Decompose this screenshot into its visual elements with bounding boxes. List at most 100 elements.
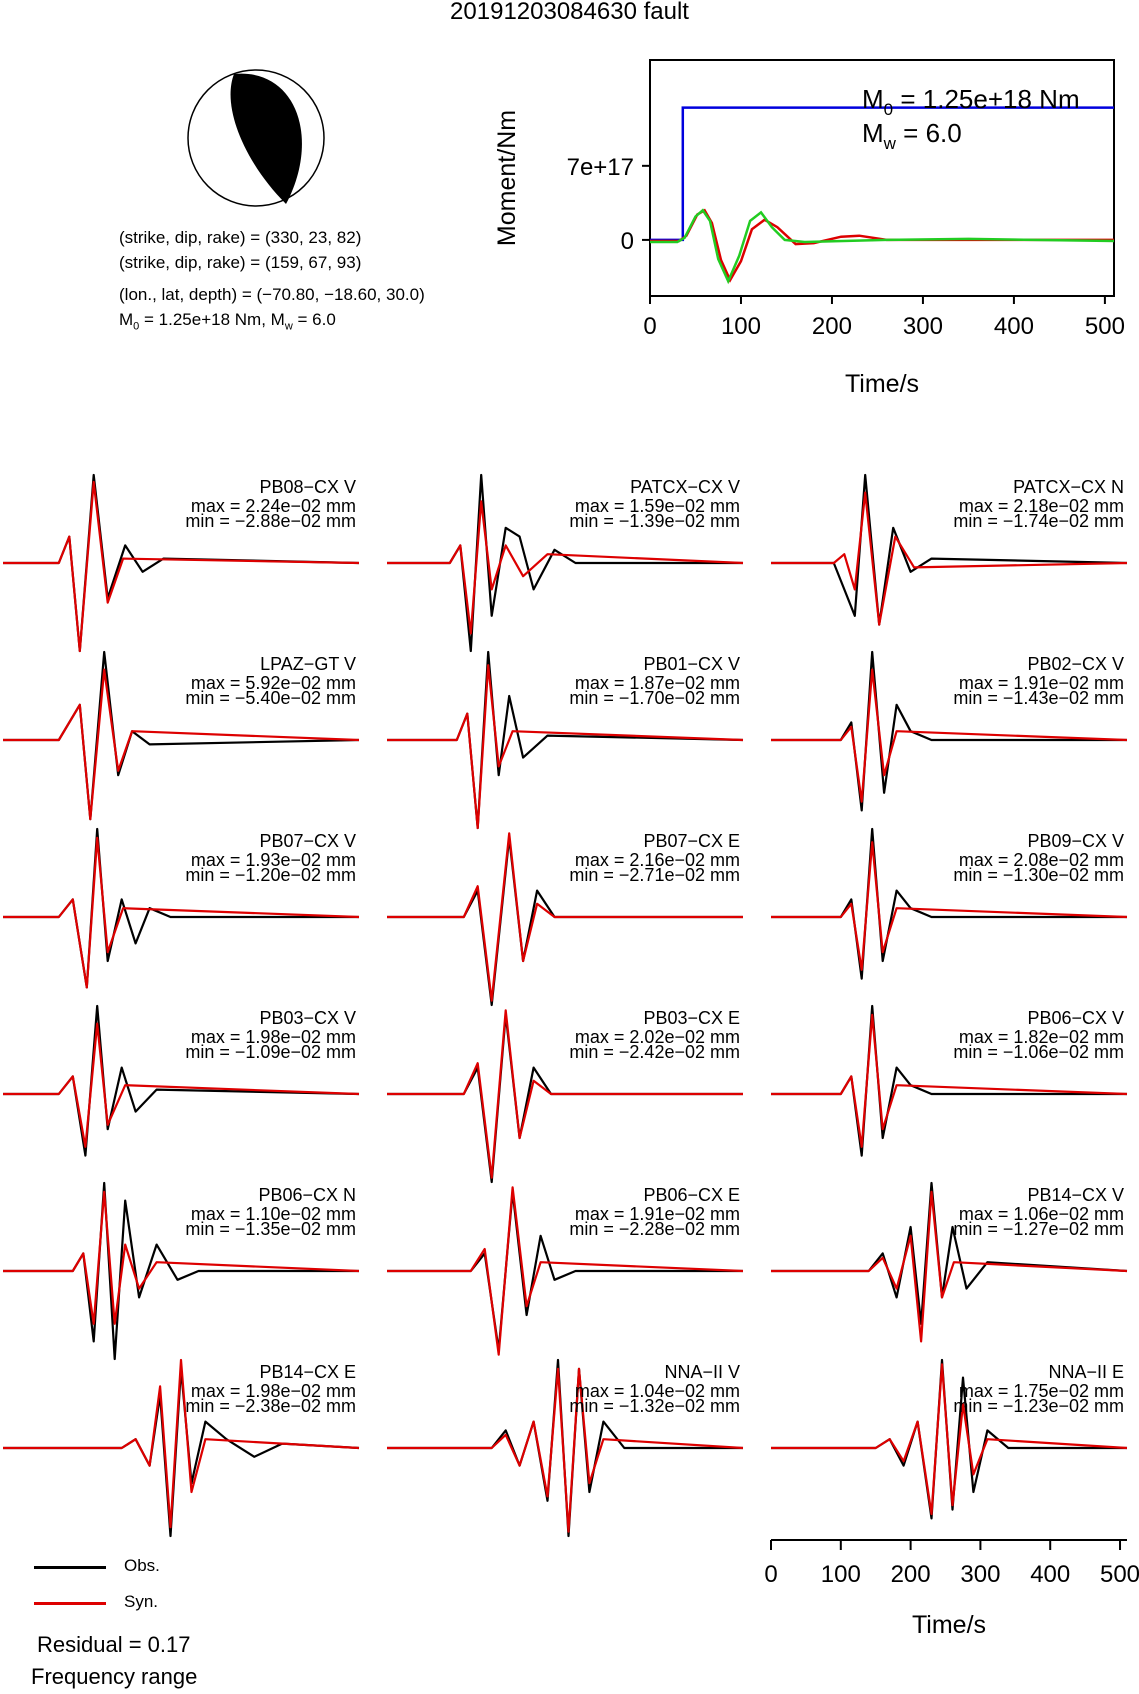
min-amplitude-label: min = −1.27e−02 mm [953, 1219, 1124, 1239]
min-amplitude-label: min = −1.43e−02 mm [953, 688, 1124, 708]
synthetic-trace [387, 1186, 744, 1356]
time-axis-title: Time/s [912, 1611, 986, 1639]
time-tick-label: 500 [1100, 1561, 1139, 1588]
min-amplitude-label: min = −1.30e−02 mm [953, 865, 1124, 885]
x-tick-label: 100 [721, 313, 761, 340]
x-tick-label: 400 [994, 313, 1034, 340]
x-axis-title: Time/s [845, 370, 919, 398]
nodal-plane-1: (strike, dip, rake) = (330, 23, 82) [119, 228, 362, 247]
station-label: NNA−II V [664, 1362, 740, 1382]
time-tick-label: 100 [821, 1561, 861, 1588]
compressional-quadrant [230, 73, 302, 205]
source-time-function-chart: 0 100 200 300 400 500 0 7e+17 Time/s Moment/Nm M0 … [493, 59, 1125, 398]
max-amplitude-label: max = 1.10e−02 mm [191, 1204, 356, 1224]
station-label: PB03−CX E [643, 1008, 740, 1028]
hypocenter-line: (lon., lat, depth) = (−70.80, −18.60, 30… [119, 285, 425, 304]
synthetic-trace [3, 1190, 360, 1325]
time-tick-label: 200 [891, 1561, 931, 1588]
min-amplitude-label: min = −1.09e−02 mm [185, 1042, 356, 1062]
min-amplitude-label: min = −1.70e−02 mm [569, 688, 740, 708]
legend-syn-label: Syn. [124, 1592, 159, 1611]
station-label: PB14−CX E [259, 1362, 356, 1382]
x-tick-label: 200 [812, 313, 852, 340]
station-label: PB07−CX E [643, 831, 740, 851]
max-amplitude-label: max = 1.87e−02 mm [575, 673, 740, 693]
min-amplitude-label: min = −2.28e−02 mm [569, 1219, 740, 1239]
max-amplitude-label: max = 1.98e−02 mm [191, 1381, 356, 1401]
annotation-m0: M0 = 1.25e+18 Nm [862, 84, 1080, 119]
max-amplitude-label: max = 2.16e−02 mm [575, 850, 740, 870]
page-title: 20191203084630 fault [450, 0, 689, 25]
max-amplitude-label: max = 2.08e−02 mm [959, 850, 1124, 870]
stf-series-line [650, 208, 1114, 283]
observed-trace [387, 1358, 743, 1538]
synthetic-trace [3, 1358, 360, 1529]
syn-line-swatch [34, 1602, 106, 1605]
station-label: PB09−CX V [1027, 831, 1124, 851]
synthetic-trace [3, 668, 360, 821]
synthetic-trace [771, 1190, 1128, 1343]
max-amplitude-label: max = 2.18e−02 mm [959, 496, 1124, 516]
max-amplitude-label: max = 1.06e−02 mm [959, 1204, 1124, 1224]
obs-line-swatch [34, 1566, 106, 1569]
x-tick-label: 0 [643, 313, 656, 340]
annotation-mw: Mw = 6.0 [862, 118, 962, 153]
synthetic-trace [771, 841, 1128, 971]
max-amplitude-label: max = 1.93e−02 mm [191, 850, 356, 870]
synthetic-trace [771, 491, 1128, 626]
synthetic-trace [771, 1013, 1128, 1148]
max-amplitude-label: max = 1.98e−02 mm [191, 1027, 356, 1047]
frequency-range-text: Frequency range [31, 1664, 198, 1689]
station-label: PB06−CX N [258, 1185, 356, 1205]
x-tick-label: 300 [903, 313, 943, 340]
station-label: NNA−II E [1048, 1362, 1124, 1382]
min-amplitude-label: min = −1.32e−02 mm [569, 1396, 740, 1416]
max-amplitude-label: max = 2.02e−02 mm [575, 1027, 740, 1047]
residual-text: Residual = 0.17 [37, 1632, 191, 1657]
synthetic-trace [387, 1009, 743, 1179]
max-amplitude-label: max = 1.75e−02 mm [959, 1381, 1124, 1401]
min-amplitude-label: min = −1.74e−02 mm [953, 511, 1124, 531]
min-amplitude-label: min = −1.20e−02 mm [185, 865, 356, 885]
station-label: PB01−CX V [643, 654, 740, 674]
min-amplitude-label: min = −1.39e−02 mm [569, 511, 740, 531]
time-tick-label: 0 [764, 1561, 777, 1588]
synthetic-trace [3, 836, 360, 989]
legend-obs-label: Obs. [124, 1556, 160, 1575]
synthetic-trace [387, 500, 744, 635]
min-amplitude-label: min = −2.71e−02 mm [569, 865, 740, 885]
max-amplitude-label: max = 2.24e−02 mm [191, 496, 356, 516]
min-amplitude-label: min = −2.42e−02 mm [569, 1042, 740, 1062]
station-label: PB07−CX V [259, 831, 356, 851]
station-label: PB14−CX V [1027, 1185, 1124, 1205]
min-amplitude-label: min = −2.88e−02 mm [185, 511, 356, 531]
station-label: PB06−CX V [1027, 1008, 1124, 1028]
stf-series-line [650, 208, 1115, 285]
y-tick-label: 0 [621, 228, 634, 255]
synthetic-trace [771, 668, 1128, 803]
max-amplitude-label: max = 1.82e−02 mm [959, 1027, 1124, 1047]
max-amplitude-label: max = 1.91e−02 mm [575, 1204, 740, 1224]
min-amplitude-label: min = −1.35e−02 mm [185, 1219, 356, 1239]
station-label: PB06−CX E [643, 1185, 740, 1205]
y-tick-label: 7e+17 [567, 154, 634, 181]
synthetic-trace [771, 1363, 1128, 1516]
station-label: PB02−CX V [1027, 654, 1124, 674]
min-amplitude-label: min = −1.06e−02 mm [953, 1042, 1124, 1062]
moment-magnitude-line: M0 = 1.25e+18 Nm, Mw = 6.0 [119, 310, 336, 333]
synthetic-trace [387, 832, 743, 1002]
synthetic-trace [3, 1022, 360, 1148]
nodal-plane-2: (strike, dip, rake) = (159, 67, 93) [119, 253, 362, 272]
